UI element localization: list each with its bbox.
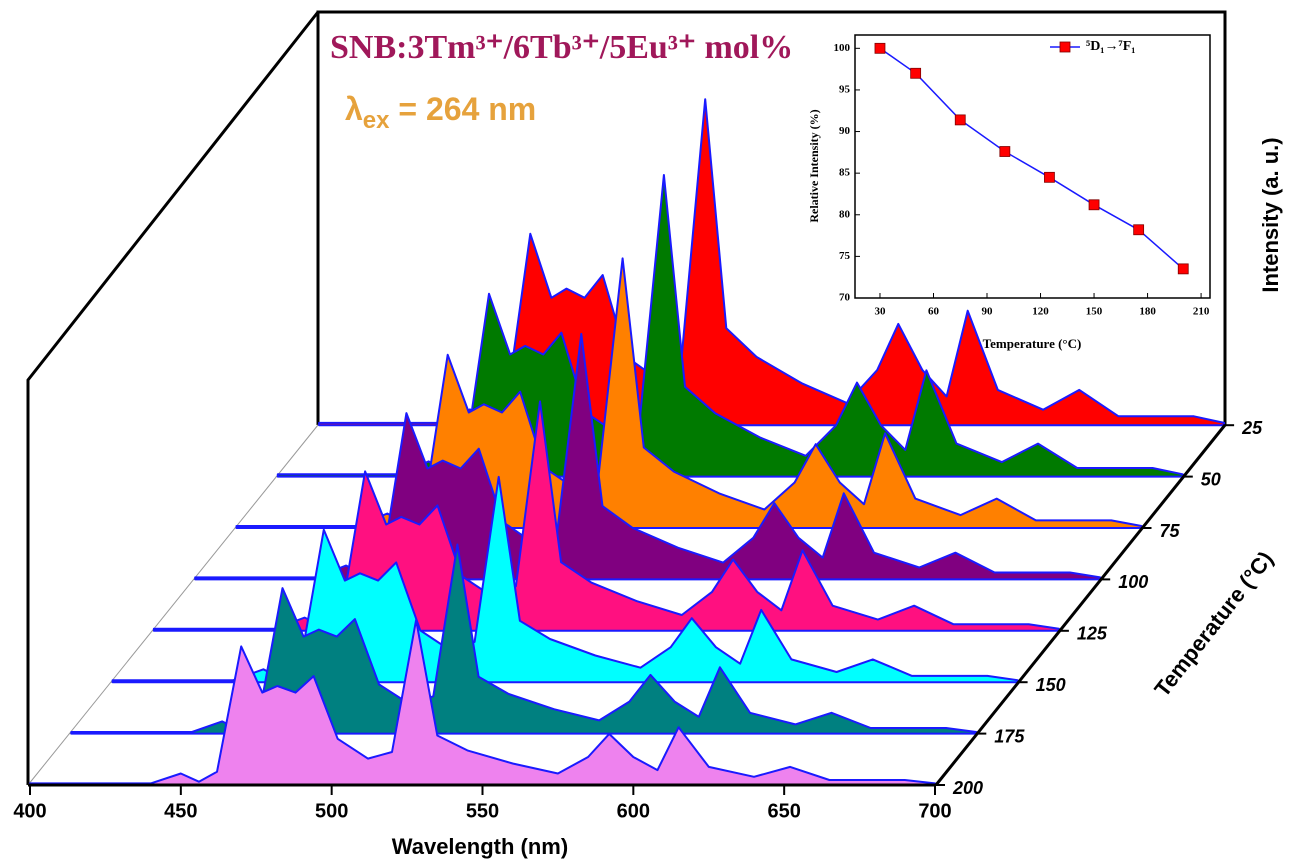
z-tick-label: 25 (1241, 418, 1263, 438)
inset-x-tick-label: 60 (928, 306, 940, 318)
spectrum-area (318, 98, 1226, 427)
back-wall (316, 10, 1227, 425)
annotation-subscript: ex (363, 107, 390, 134)
z-tick-label: 200 (952, 778, 983, 798)
inset-marker (999, 146, 1011, 157)
inset-marker (1133, 224, 1145, 236)
inset-x-label: Temperature (°C) (983, 336, 1082, 351)
inset-y-tick-label: 80 (839, 208, 851, 220)
x-tick-label: 450 (164, 800, 197, 822)
y-axis-label: Intensity (a. u.) (1258, 137, 1283, 292)
frame-back (26, 10, 1227, 785)
inset-marker (1044, 171, 1055, 183)
inset-x-tick-label: 180 (1139, 306, 1156, 318)
inset-y-tick-label: 95 (839, 83, 851, 95)
inset: Temperature (°C) Relative Intensity (%) … (807, 34, 1211, 351)
chart-title: SNB:3Tm³⁺/6Tb³⁺/5Eu³⁺ mol% (330, 29, 793, 66)
inset-y-tick-label: 90 (839, 125, 851, 137)
inset-y-label: Relative Intensity (%) (807, 109, 821, 222)
annotation-symbol: λ (345, 91, 363, 127)
spectrum-area (194, 332, 1102, 581)
inset-y-tick-label: 75 (839, 250, 851, 262)
inset-line (879, 47, 1184, 270)
spectrum-area (276, 174, 1184, 478)
z-tick-label: 150 (1036, 675, 1066, 695)
x-tick-label: 500 (315, 800, 348, 822)
spectra (29, 98, 1226, 786)
x-tick-label: 400 (13, 800, 46, 822)
annotation-text: = 264 nm (390, 91, 537, 127)
inset-y-tick-label: 100 (834, 42, 851, 54)
inset-y-tick-label: 70 (839, 292, 851, 304)
x-tick-label: 700 (918, 800, 951, 822)
inset-y-tick-label: 85 (839, 167, 851, 179)
spectrum-area (29, 619, 936, 786)
z-tick-label: 50 (1201, 469, 1221, 489)
z-tick-label: 175 (994, 726, 1025, 746)
z-tick-label: 125 (1077, 624, 1108, 644)
frame-front (28, 424, 1235, 795)
inset-marker (874, 42, 886, 54)
inset-x-tick-label: 210 (1193, 306, 1210, 318)
spectrum-area (152, 400, 1060, 632)
legend-label: ⁵D₁→⁷F₁ (1086, 39, 1135, 54)
inset-marker (1088, 199, 1100, 211)
z-tick-label: 100 (1118, 572, 1148, 592)
z-axis (934, 424, 1227, 786)
inset-marker (910, 67, 922, 79)
inset-marker (954, 114, 966, 126)
z-tick-label: 75 (1160, 521, 1181, 541)
inset-marker (1177, 263, 1189, 275)
inset-x-tick-label: 120 (1032, 306, 1049, 318)
inset-x-tick-label: 90 (982, 306, 994, 318)
legend-marker (1059, 41, 1071, 53)
x-tick-label: 550 (466, 800, 499, 822)
spectrum-area (111, 475, 1019, 684)
spectrum-area (70, 543, 978, 735)
side-wall (26, 11, 320, 785)
x-tick-label: 650 (767, 800, 800, 822)
annotation: λex = 264 nm (345, 91, 536, 134)
inset-frame (854, 34, 1211, 299)
x-tick-label: 600 (617, 800, 650, 822)
inset-x-tick-label: 30 (874, 306, 886, 318)
inset-x-tick-label: 150 (1086, 306, 1103, 318)
x-axis-label: Wavelength (nm) (392, 834, 568, 859)
floor-diagonal (27, 424, 319, 786)
spectrum-area (235, 257, 1143, 529)
